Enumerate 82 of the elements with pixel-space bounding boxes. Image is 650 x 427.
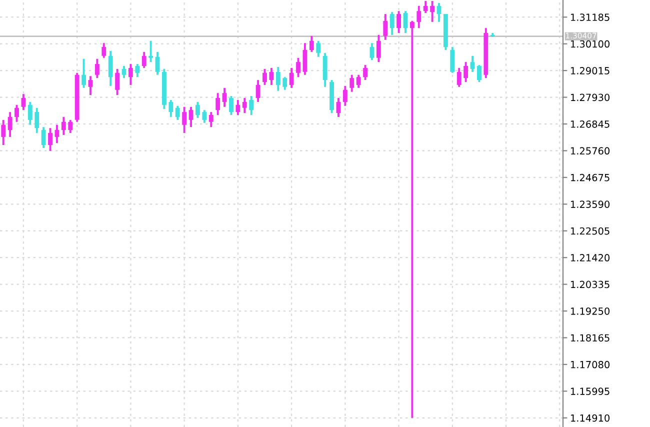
candlestick: [135, 63, 140, 78]
candlestick: [456, 66, 462, 88]
y-tick-label: 1.24675: [571, 174, 610, 182]
candlestick: [309, 34, 314, 53]
candlestick: [175, 104, 180, 121]
candlestick: [61, 116, 66, 136]
candlestick: [236, 99, 240, 116]
candlestick: [229, 95, 234, 116]
candlestick: [356, 74, 361, 89]
candlestick: [376, 34, 381, 64]
candlestick: [8, 111, 12, 138]
candlestick: [182, 106, 187, 134]
candlestick: [196, 100, 200, 119]
candlestick: [54, 124, 60, 144]
candlestick: [88, 75, 93, 96]
candlestick: [276, 66, 280, 92]
candlestick: [222, 86, 227, 108]
candlestick: [477, 64, 482, 83]
candlestick: [155, 50, 160, 76]
y-tick-label: 1.23590: [571, 200, 610, 208]
candlestick: [256, 79, 260, 103]
y-tick-label: 1.18165: [571, 334, 610, 342]
candlestick: [208, 111, 214, 128]
candlestick: [363, 64, 368, 82]
y-tick-label: 1.22505: [571, 227, 610, 235]
candlestick: [350, 74, 354, 93]
candlestick: [168, 99, 174, 118]
y-tick-label: 1.15995: [571, 388, 610, 395]
y-tick-label: 1.20335: [571, 280, 610, 288]
candlestick: [14, 104, 19, 123]
candlestick: [410, 20, 414, 419]
candlestick: [188, 106, 194, 128]
candlestick: [28, 100, 32, 126]
y-tick-label: 1.25760: [571, 147, 610, 155]
candlestick: [396, 10, 402, 34]
y-tick-label: 1.30100: [571, 40, 610, 48]
candlestick: [316, 40, 321, 58]
candlestick: [282, 76, 288, 91]
candlestick: [390, 11, 394, 36]
y-tick-label: 1.19250: [571, 307, 610, 315]
candlestick: [242, 97, 247, 114]
candlestick: [423, 0, 428, 14]
candlestick: [336, 97, 341, 118]
candlestick: [249, 95, 254, 116]
y-tick-label: 1.14910: [571, 414, 610, 422]
candlestick: [21, 93, 26, 112]
y-tick-label: 1.26845: [571, 120, 610, 128]
candlestick: [82, 58, 86, 89]
candlestick: [370, 42, 374, 62]
candlestick: [302, 42, 308, 76]
candlestick: [269, 66, 274, 86]
candlestick: [142, 50, 146, 69]
y-tick-label: 1.17080: [571, 360, 610, 368]
y-tick-label: 1.31185: [571, 14, 610, 21]
candlestick: [202, 109, 207, 124]
candlestick: [41, 126, 46, 149]
candlestick: [1, 118, 6, 146]
candlestick: [470, 54, 475, 73]
candlestick: [416, 4, 422, 30]
candlestick: [108, 50, 113, 87]
candlestick: [289, 66, 294, 89]
candlestick: [383, 13, 388, 41]
candlestick: [262, 68, 267, 86]
candlestick: [94, 58, 100, 80]
candlestick: [68, 118, 73, 134]
candlestick: [128, 63, 133, 86]
candlestick: [342, 84, 348, 107]
y-tick-label: 1.29015: [571, 67, 610, 74]
candlestick: [216, 92, 220, 116]
candlestick: [450, 46, 455, 74]
candlestick: [48, 127, 52, 152]
y-tick-label: 1.27930: [571, 94, 610, 102]
candlestick: [115, 68, 120, 96]
candlestick: [464, 61, 468, 83]
y-tick-label: 1.21420: [571, 254, 610, 262]
candlestick: [430, 0, 435, 23]
candlestick: [296, 56, 300, 78]
candlestick: [403, 10, 408, 34]
candlestick: [102, 42, 106, 59]
candlestick: [148, 40, 154, 64]
candlestick: [122, 65, 126, 80]
candlestick: [34, 106, 40, 134]
